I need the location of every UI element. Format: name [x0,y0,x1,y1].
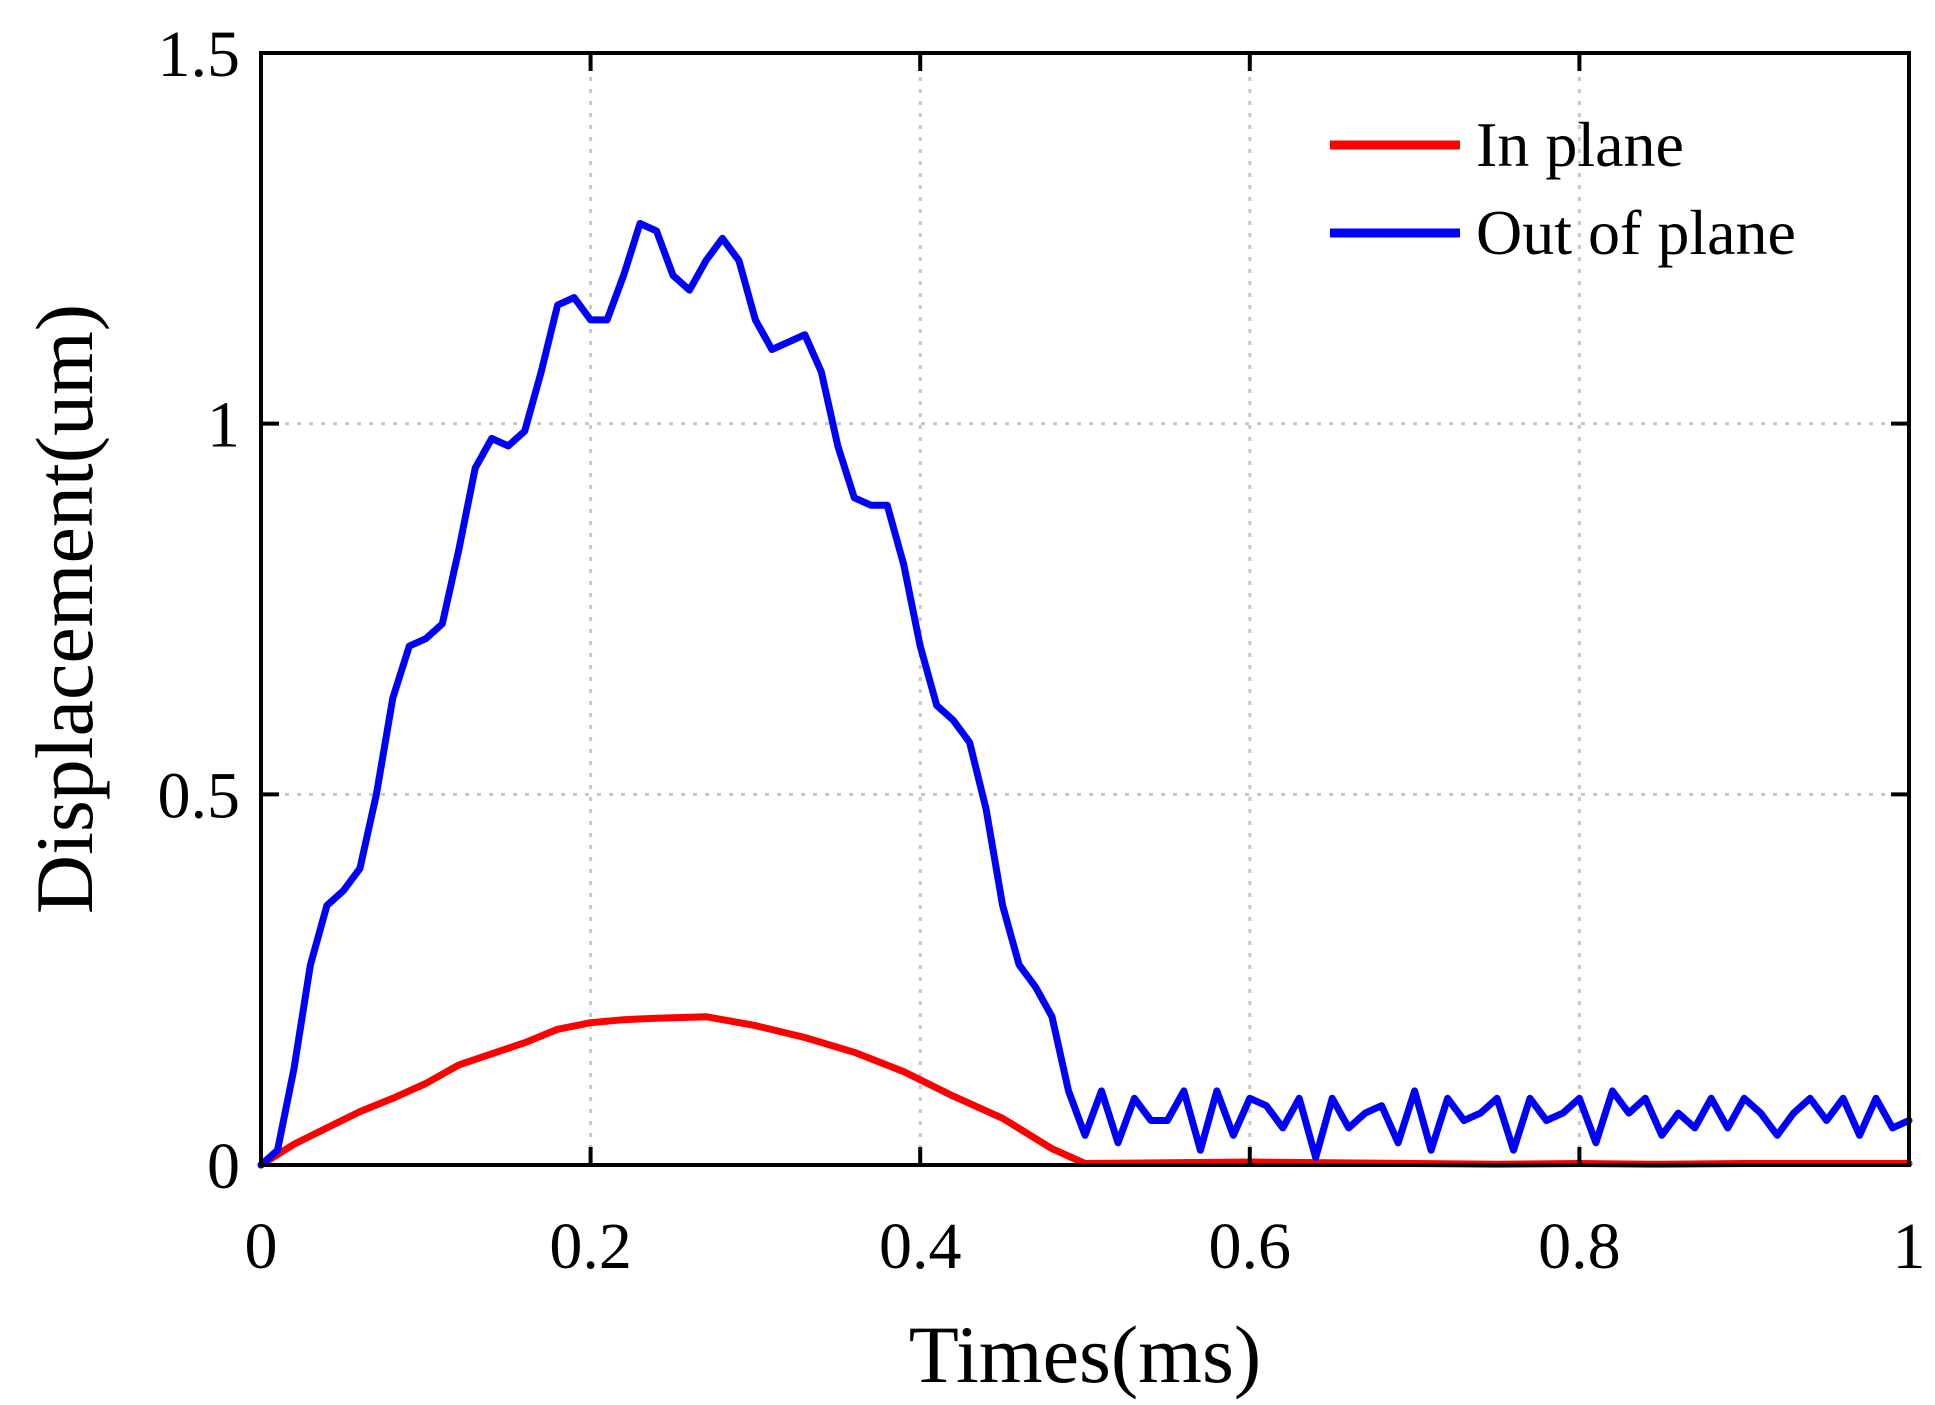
x-tick-label: 0.6 [1209,1210,1292,1283]
legend-label-in-plane: In plane [1476,109,1684,180]
y-tick-label: 0 [207,1130,240,1203]
y-axis-label: Displacement(um) [19,304,110,914]
series-line-out-of-plane [257,220,1913,1169]
grid [261,53,1909,1165]
y-tick-label: 1.5 [158,18,241,91]
y-tick-label: 1 [207,389,240,462]
x-tick-label: 0 [245,1210,278,1283]
plot-frame [259,51,1911,1167]
tick-marks [259,51,1911,1167]
series-layer [257,220,1913,1169]
x-tick-label: 0.2 [549,1210,632,1283]
x-tick-labels: 0 0.2 0.4 0.6 0.8 1 [245,1210,1926,1283]
legend: In plane Out of plane [1330,109,1796,268]
y-tick-label: 0.5 [158,759,241,832]
x-tick-label: 1 [1893,1210,1926,1283]
x-tick-label: 0.8 [1538,1210,1621,1283]
legend-label-out-of-plane: Out of plane [1476,197,1796,268]
series-line-in-plane [257,1013,1913,1169]
y-tick-labels: 0 0.5 1 1.5 [158,18,241,1203]
x-axis-label: Times(ms) [909,1309,1261,1400]
x-tick-label: 0.4 [879,1210,962,1283]
